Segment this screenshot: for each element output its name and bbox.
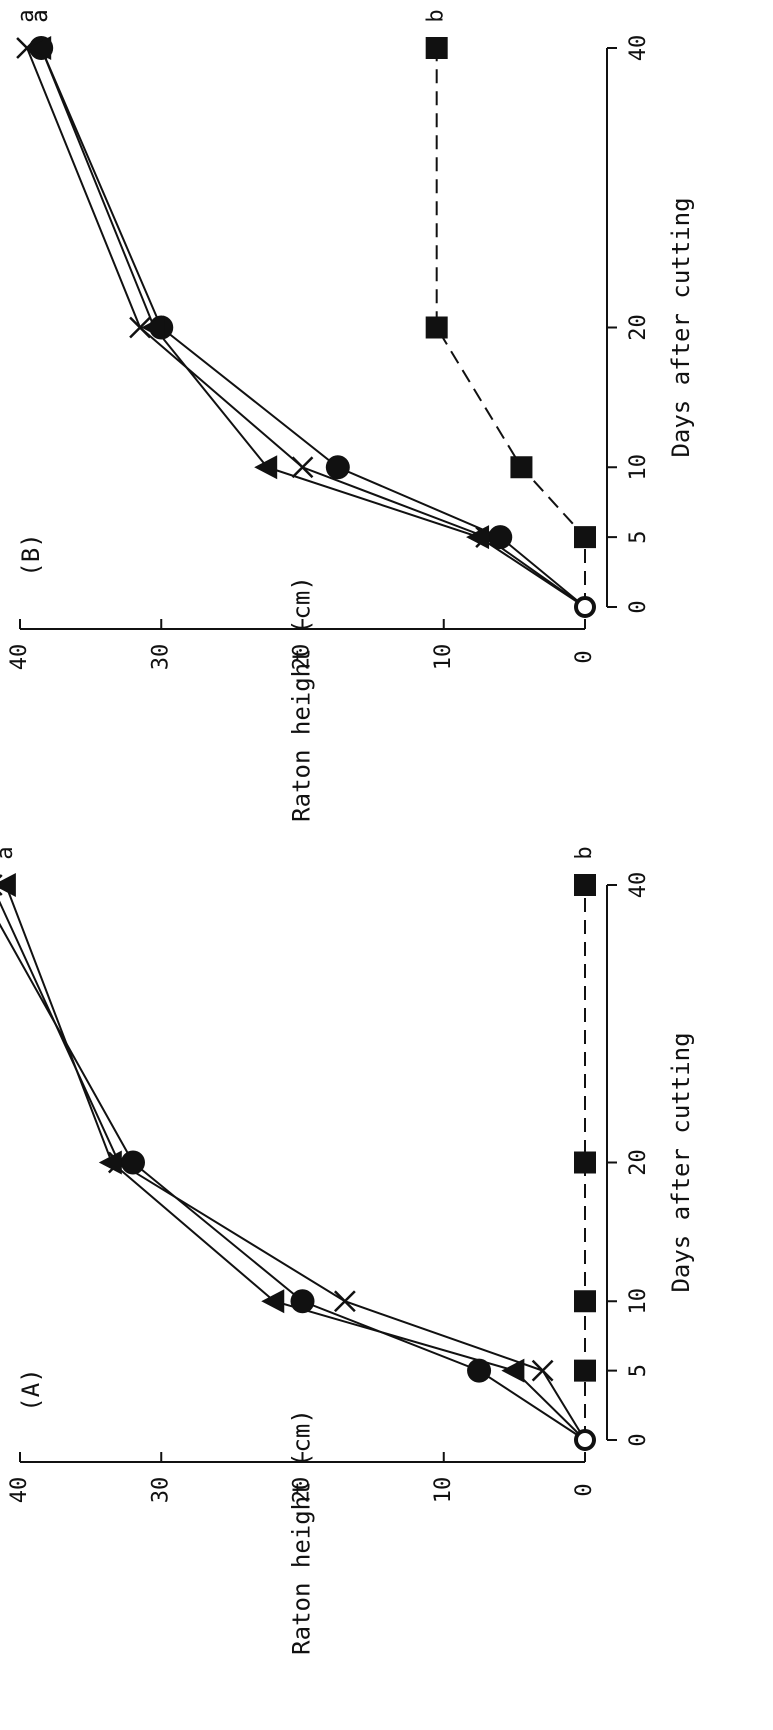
series-line-cross (0, 900, 586, 1441)
value-tick-label: 0 (572, 650, 597, 663)
value-tick-label: 30 (148, 1477, 173, 1504)
series-line-triangle (40, 47, 586, 608)
significance-letter: a (28, 9, 53, 22)
x-axis-title: Days after cutting (667, 197, 695, 457)
point-origin (574, 1429, 596, 1451)
point-square (425, 37, 448, 59)
panel-label: (B) (17, 533, 45, 576)
point-cross (333, 1290, 356, 1313)
x-axis-title: Days after cutting (667, 1032, 695, 1292)
point-triangle (254, 455, 278, 480)
panel-label: (A) (17, 1368, 45, 1411)
day-tick-label: 5 (626, 1364, 651, 1377)
day-tick-label: 20 (626, 314, 651, 341)
point-triangle (0, 873, 16, 897)
day-tick-label: 0 (626, 1433, 651, 1446)
day-tick-label: 0 (626, 600, 651, 613)
value-tick-label: 30 (148, 644, 173, 671)
point-cross (291, 456, 314, 479)
point-circle (325, 455, 350, 480)
significance-letter: a (0, 846, 18, 859)
point-triangle (501, 1358, 525, 1383)
value-tick-label: 20 (290, 1477, 315, 1504)
point-cross (531, 1359, 554, 1382)
y-axis-title: Raton height (cm) (288, 1409, 316, 1655)
point-triangle (261, 1289, 285, 1314)
value-tick-label: 20 (290, 644, 315, 671)
point-origin (574, 596, 596, 618)
value-tick-label: 10 (431, 1477, 456, 1504)
day-tick-label: 10 (626, 454, 651, 481)
value-tick-label: 40 (7, 1477, 32, 1504)
day-tick-label: 40 (626, 35, 651, 62)
series-line-circle (40, 47, 586, 608)
panel-b-chart: 0 10 20 30 40 0 5 10 20 40 Raton height (cm) Days a… (7, 9, 695, 821)
day-tick-label: 20 (626, 1149, 651, 1176)
day-tick-label: 5 (626, 531, 651, 544)
significance-letter: b (424, 9, 449, 22)
significance-letter: a (0, 846, 4, 859)
point-square (510, 456, 533, 479)
significance-letter: a (14, 9, 39, 22)
value-tick-label: 40 (7, 644, 32, 671)
series-line-cross (26, 47, 586, 608)
series-line-circle (0, 922, 586, 1441)
point-cross (129, 316, 151, 339)
point-circle (290, 1289, 315, 1314)
point-square (574, 1290, 596, 1313)
point-cross (16, 37, 38, 59)
point-square (574, 874, 596, 896)
significance-letter: b (572, 846, 597, 859)
point-triangle (141, 315, 165, 340)
significance-letter: a (28, 9, 53, 22)
day-tick-label: 10 (626, 1288, 651, 1315)
point-triangle (28, 36, 52, 60)
value-tick-label: 0 (572, 1483, 597, 1496)
value-tick-label: 10 (431, 644, 456, 671)
panel-a-chart: 0 10 20 30 40 0 5 10 20 40 Raton height (cm) Days a… (0, 846, 695, 1655)
point-triangle (466, 525, 490, 550)
point-square (574, 1151, 596, 1174)
series-line-triangle (4, 884, 586, 1441)
point-circle (121, 1150, 145, 1175)
point-square (425, 316, 448, 339)
day-tick-label: 40 (626, 872, 651, 899)
point-square (574, 1359, 596, 1382)
point-circle (488, 525, 513, 550)
point-circle (467, 1358, 492, 1383)
y-axis-title: Raton height (cm) (288, 576, 316, 822)
point-square (574, 526, 596, 549)
point-triangle (98, 1150, 122, 1175)
series-line-square (435, 48, 586, 607)
